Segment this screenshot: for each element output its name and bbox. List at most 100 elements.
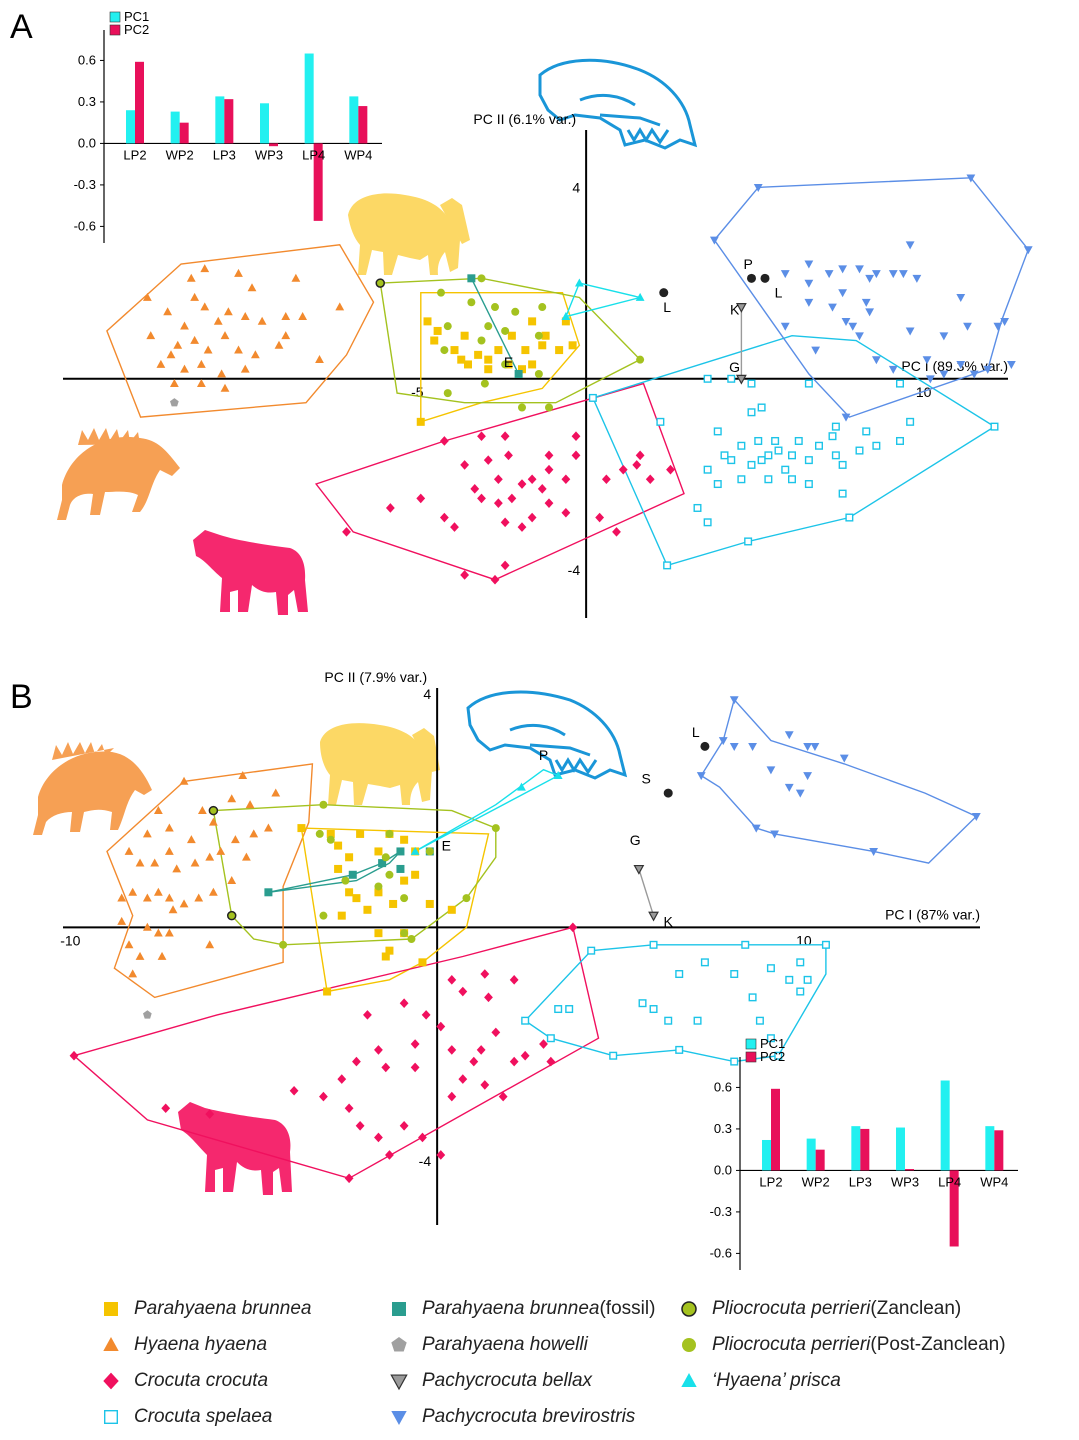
spelaea-point [730,1057,739,1066]
perrieri-point [319,800,328,809]
legend-marker [681,1372,697,1387]
crocuta-point [161,1103,171,1114]
perrieri-point [480,379,489,388]
legend-marker [103,1409,119,1425]
pc1-bar [170,111,180,144]
bellax-hull [638,868,655,916]
bar-category-label: LP4 [938,1174,961,1189]
spotted-hyena-silhouette [193,530,308,615]
crocuta-point [385,503,395,513]
brunnea_fossil-hull [268,850,402,893]
spelaea-point [774,1051,783,1060]
spelaea-point [546,1034,555,1043]
pc2-bar [815,1149,825,1171]
crocuta-point [342,527,351,537]
panel-b-hulls [72,698,978,1180]
pc2-bar [771,1088,780,1171]
hyaena-hull [106,763,314,999]
brevirostris-point [803,742,813,751]
legend-marker [391,1337,407,1352]
crocuta-point [436,1021,446,1032]
bar-y-tick-label: 0.6 [714,1079,732,1094]
panel-b-specimens: L S P G K E [442,724,710,929]
crocuta-point [561,507,571,518]
brunnea-point [411,870,420,879]
legend-item-perrieri_p: Pliocrocuta perrieri (Post-Zanclean) [678,1328,1006,1362]
hyaena-point [271,788,281,797]
brevirostris-hull [713,177,1030,418]
hyaena-point [142,922,152,931]
brunnea-point [381,952,390,961]
panel-b-axes: -10 10 4 -4 PC I (87% var.) PC II (7.9% var.) [60,669,980,1225]
brevirostris-point [905,241,915,250]
hyaena-point [213,316,223,325]
pc1-bar [215,96,225,144]
bar-category-label: LP4 [302,147,325,162]
perrieri-point [534,370,543,378]
hyaena-point [208,817,218,826]
brevirostris-point [855,332,864,341]
skull-outline-a [538,58,698,150]
spelaea-point [828,432,837,441]
spelaea-point [747,408,756,417]
hyaena-point [150,858,160,867]
crocuta-point [632,460,642,470]
brunnea-point [400,835,409,844]
spelaea-point [788,475,797,484]
panel-a-barchart: 0.6 0.3 0.0 -0.3 -0.6 LP2 WP2 LP3 WP3 LP4 WP4 PC1PC… [74,9,382,243]
brunnea_fossil-point [396,847,405,856]
pc1-bar [851,1126,861,1171]
crocuta-point [399,998,409,1008]
brevirostris-point [1006,361,1016,370]
brevirostris-point [888,365,898,374]
spelaea-point [713,480,722,489]
specimen-point [700,741,710,751]
brevirostris-point [861,298,871,307]
spelaea-point [737,475,746,484]
spelaea-point [838,489,847,498]
brunnea-point [494,346,503,355]
hyaena-point [250,350,260,359]
bar-legend-label: PC1 [124,9,149,24]
pc1-bar [304,53,314,144]
hyaena-point [190,292,200,301]
brevirostris-point [838,289,848,298]
crocuta-point [500,517,510,528]
brunnea-point [538,341,547,350]
spelaea-point [785,975,794,984]
legend-item-perrieri_z: Pliocrocuta perrieri (Zanclean) [678,1292,961,1326]
crocuta-hull [72,926,600,1180]
brunnea-point [326,829,335,838]
prisca-point [553,770,563,779]
spelaea-point [664,1016,673,1025]
howelli-point [143,1010,152,1019]
panel-a-specimens: L P L K G E [504,256,783,375]
pc2-bar [224,99,234,144]
perrieri-point [467,298,476,307]
specimen-label: S [642,770,651,786]
crocuta-point [539,1039,548,1049]
y-axis-label: PC II (7.9% var.) [324,669,427,685]
spelaea-point [804,379,813,388]
panel-a-points [142,174,1033,585]
pc2-bar [179,122,189,144]
hyaena-point [190,858,200,867]
spelaea-point [565,1005,574,1014]
brunnea-point [507,331,516,340]
spelaea-point [587,946,596,955]
bellax-point [633,864,645,875]
crocuta-point [635,450,645,461]
hyaena-point [242,852,251,861]
specimen-label: K [730,301,740,317]
brevirostris-point [993,322,1003,331]
brunnea-point [352,894,361,903]
brunnea_fossil-point [264,888,273,897]
perrieri-point [437,288,445,297]
brunnea-point [464,360,472,369]
spelaea-point [906,417,915,426]
brunnea-point [416,417,425,426]
hyaena-point [205,940,215,949]
hyaena-point [234,345,243,354]
crocuta-point [546,1056,556,1067]
spelaea-point [675,1045,684,1054]
